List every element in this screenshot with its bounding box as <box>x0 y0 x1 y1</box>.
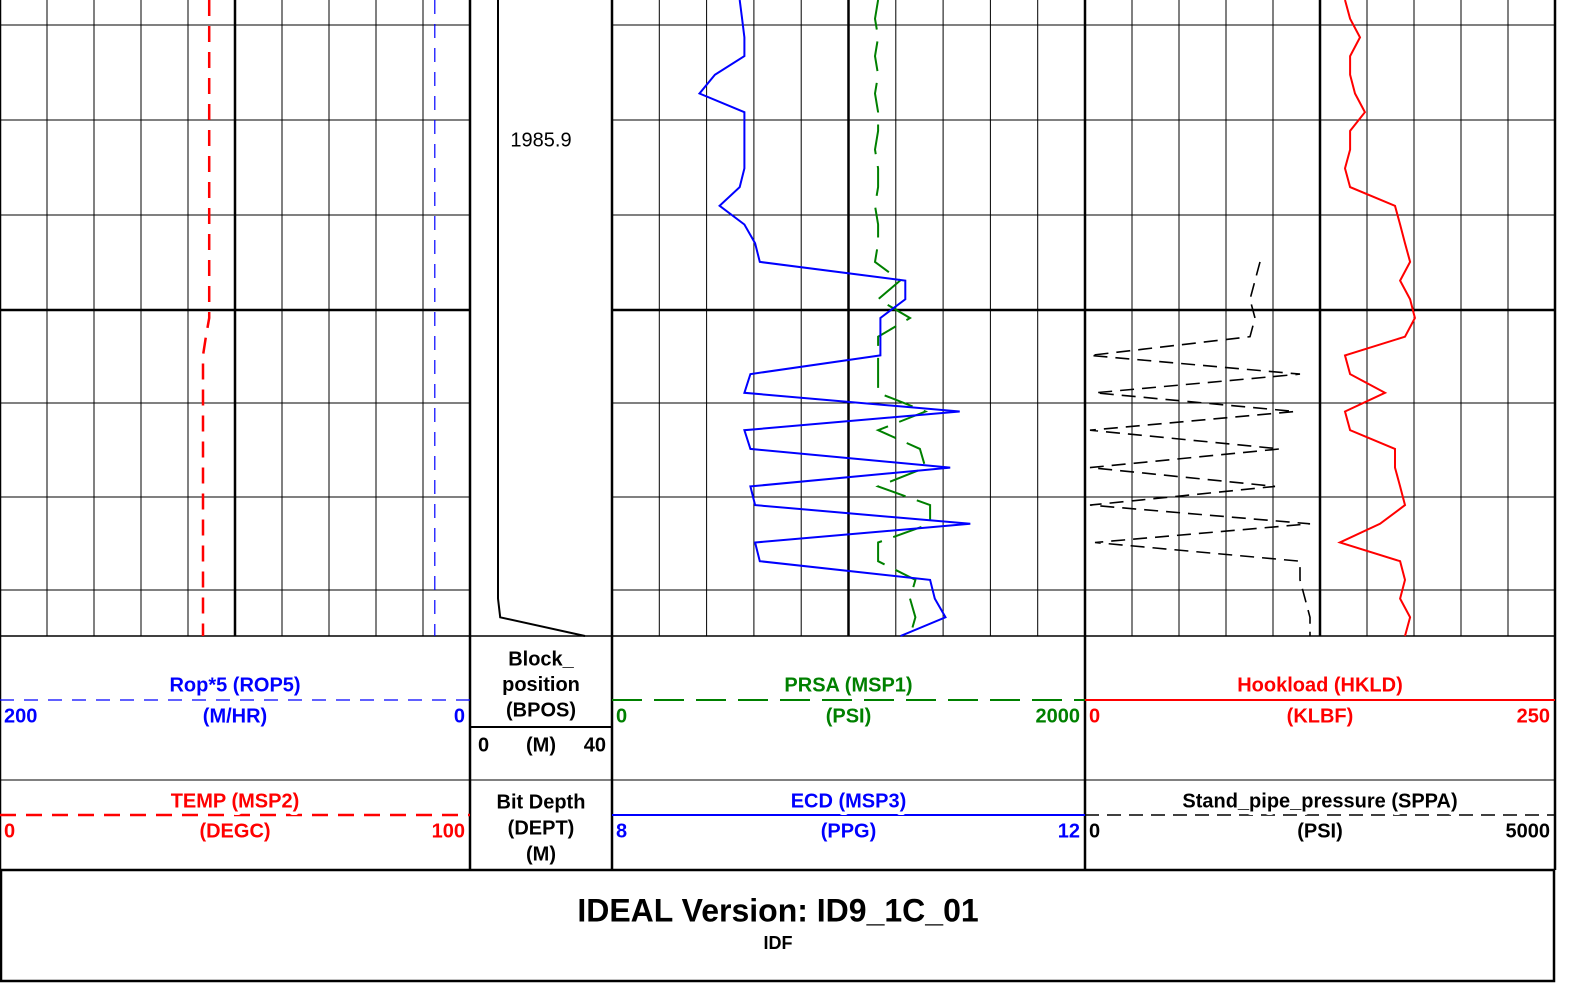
curve-name: TEMP (MSP2) <box>171 790 300 812</box>
curve-name: Stand_pipe_pressure (SPPA) <box>1182 790 1457 812</box>
curve-name: PRSA (MSP1) <box>784 674 912 696</box>
curve-unit: (DEGC) <box>199 820 270 842</box>
curve-name: Hookload (HKLD) <box>1237 674 1403 696</box>
footer-title: IDEAL Version: ID9_1C_01 <box>577 892 978 928</box>
scale-right: 5000 <box>1506 820 1551 842</box>
scale-left: 0 <box>616 705 627 727</box>
scale-right: 40 <box>584 734 606 756</box>
curve <box>1089 261 1311 636</box>
curve <box>1337 0 1416 637</box>
scale-right: 12 <box>1058 820 1080 842</box>
index-name: (M) <box>526 843 556 865</box>
footer-box <box>0 868 1556 983</box>
curve-name: ECD (MSP3) <box>791 790 907 812</box>
depth-label: 1985.9 <box>510 129 571 151</box>
curve <box>697 0 971 637</box>
scale-right: 2000 <box>1036 705 1081 727</box>
scale-left: 0 <box>1089 820 1100 842</box>
scale-left: 200 <box>4 705 37 727</box>
curve-unit: (M/HR) <box>203 705 267 727</box>
index-name: (DEPT) <box>508 817 575 839</box>
curve-name: Rop*5 (ROP5) <box>169 674 300 696</box>
scale-right: 0 <box>454 705 465 727</box>
scale-right: 100 <box>432 820 465 842</box>
curve-unit: (KLBF) <box>1287 705 1354 727</box>
curve-unit: (M) <box>526 734 556 756</box>
curves <box>201 0 1416 637</box>
footer-subtitle: IDF <box>764 933 793 953</box>
curve-unit: (PPG) <box>821 820 877 842</box>
scale-left: 8 <box>616 820 627 842</box>
curve-unit: (PSI) <box>826 705 872 727</box>
scale-left: 0 <box>4 820 15 842</box>
curve <box>201 0 211 636</box>
curve <box>873 0 932 637</box>
curve-name: (BPOS) <box>506 699 576 721</box>
curve-name: Block_ <box>508 648 574 670</box>
curve-name: position <box>502 674 580 696</box>
index-name: Bit Depth <box>497 791 586 813</box>
curve <box>497 0 586 637</box>
scale-right: 250 <box>1517 705 1550 727</box>
scale-left: 0 <box>1089 705 1100 727</box>
scale-left: 0 <box>478 734 489 756</box>
curve-unit: (PSI) <box>1297 820 1343 842</box>
